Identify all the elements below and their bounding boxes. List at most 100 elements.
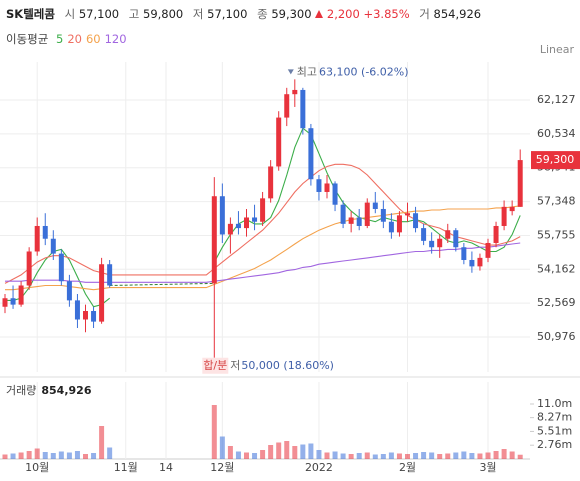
candle-body: [372, 202, 378, 209]
low-label: 저: [192, 7, 204, 21]
x-tick-label: 12월: [210, 461, 234, 474]
volume-bar: [235, 451, 241, 459]
candle-body: [227, 223, 233, 235]
volume-bar: [268, 445, 274, 459]
candle-body: [50, 238, 56, 254]
volume-bar: [493, 451, 499, 459]
volume-bar: [83, 454, 88, 459]
candle-body: [461, 247, 467, 260]
volume-bar: [429, 452, 435, 459]
volume-bar: [501, 449, 507, 459]
candle-body: [26, 251, 32, 286]
y-tick-label: 57,348: [537, 195, 576, 208]
candle-body: [517, 160, 523, 207]
volume-bar: [324, 452, 330, 459]
volume-bar: [74, 451, 80, 459]
volume-bar: [517, 454, 523, 459]
low-label: 저: [230, 359, 240, 372]
candle-body: [453, 230, 459, 248]
high-value: 59,800: [143, 7, 184, 21]
low-annotation: 저50,000 (18.60%): [230, 359, 334, 372]
volume-tick-label: 5.51m: [537, 424, 572, 437]
ma-legend: 이동평균 5 20 60 120: [6, 31, 131, 47]
candle-body: [2, 298, 8, 307]
volume-tick-label: 11.0m: [537, 397, 572, 410]
candle-body: [380, 208, 386, 222]
candle-body: [10, 298, 16, 305]
ma-legend-item: 60: [85, 32, 101, 46]
volume-bar: [396, 453, 402, 459]
low-text: 50,000 (18.60%): [241, 359, 334, 372]
change-percent: +3.85%: [363, 7, 410, 21]
volume-bar: [244, 452, 249, 459]
volume-bar: [340, 453, 346, 459]
ma-legend-item: 20: [67, 32, 82, 46]
high-annotation: 최고 63,100 (-6.02%): [297, 65, 409, 78]
y-tick-label: 62,127: [537, 93, 576, 106]
x-tick-label: 2022: [305, 461, 333, 474]
volume-bar: [284, 441, 290, 459]
candle-body: [260, 198, 266, 222]
candle-body: [235, 223, 241, 229]
candle-body: [244, 217, 249, 229]
volume-bar: [260, 450, 266, 459]
volume-bar: [99, 426, 105, 459]
scale-label: Linear: [540, 43, 575, 56]
volume-bar: [10, 453, 16, 459]
low-value: 57,100: [207, 7, 248, 21]
volume-bar: [509, 451, 515, 459]
candle-body: [324, 183, 330, 192]
x-tick-label: 2월: [399, 461, 416, 474]
candle-body: [34, 225, 40, 252]
up-arrow: [315, 10, 324, 18]
volume-bar: [58, 451, 64, 459]
candle-body: [388, 221, 394, 233]
volume-bar: [469, 453, 475, 459]
candle-body: [429, 240, 435, 248]
volume-bar: [107, 447, 113, 459]
ma-line: [5, 205, 521, 291]
volume-bar: [18, 452, 24, 459]
candle-body: [396, 215, 402, 233]
candle-body: [437, 238, 443, 248]
volume-bar: [252, 453, 258, 459]
ma-line: [5, 242, 521, 283]
candle-body: [308, 128, 314, 180]
candle-body: [74, 300, 80, 320]
candle-body: [348, 217, 354, 224]
candle-body: [332, 183, 338, 205]
volume-title: 거래량: [6, 384, 36, 397]
candle-body: [211, 196, 217, 284]
volume-bar: [42, 452, 48, 459]
volume-bar: [308, 443, 314, 459]
candle-body: [107, 264, 113, 286]
candle-body: [99, 264, 105, 322]
volume-bar: [421, 452, 427, 459]
x-tick-label: 3월: [479, 461, 496, 474]
volume-bar: [211, 405, 217, 459]
ma-legend-item: 120: [104, 32, 127, 46]
volume-value: 854,926: [433, 7, 482, 21]
high-label: 고: [128, 7, 140, 21]
high-text: 63,100 (-6.02%): [319, 65, 408, 78]
candle-body: [219, 196, 225, 235]
volume-bar: [380, 454, 386, 459]
change-value: 2,200: [326, 7, 360, 21]
candle-body: [405, 213, 410, 216]
volume-bar: [66, 452, 72, 459]
volume-label: 거래량 854,926: [6, 384, 92, 397]
volume-bar: [276, 442, 282, 459]
high-label: 최고: [297, 65, 317, 78]
ma-legend-item: 5: [55, 32, 64, 46]
volume-bar: [332, 451, 338, 459]
candle-body: [58, 253, 64, 282]
ma-legend-title: 이동평균: [6, 32, 49, 46]
candle-body: [340, 204, 346, 224]
x-tick-label: 14: [159, 461, 173, 474]
volume-bar: [300, 444, 306, 459]
close-label: 종: [257, 7, 268, 21]
open-label: 시: [64, 7, 76, 21]
volume-bar: [445, 453, 451, 459]
candle-body: [364, 202, 370, 226]
candle-body: [469, 259, 475, 267]
